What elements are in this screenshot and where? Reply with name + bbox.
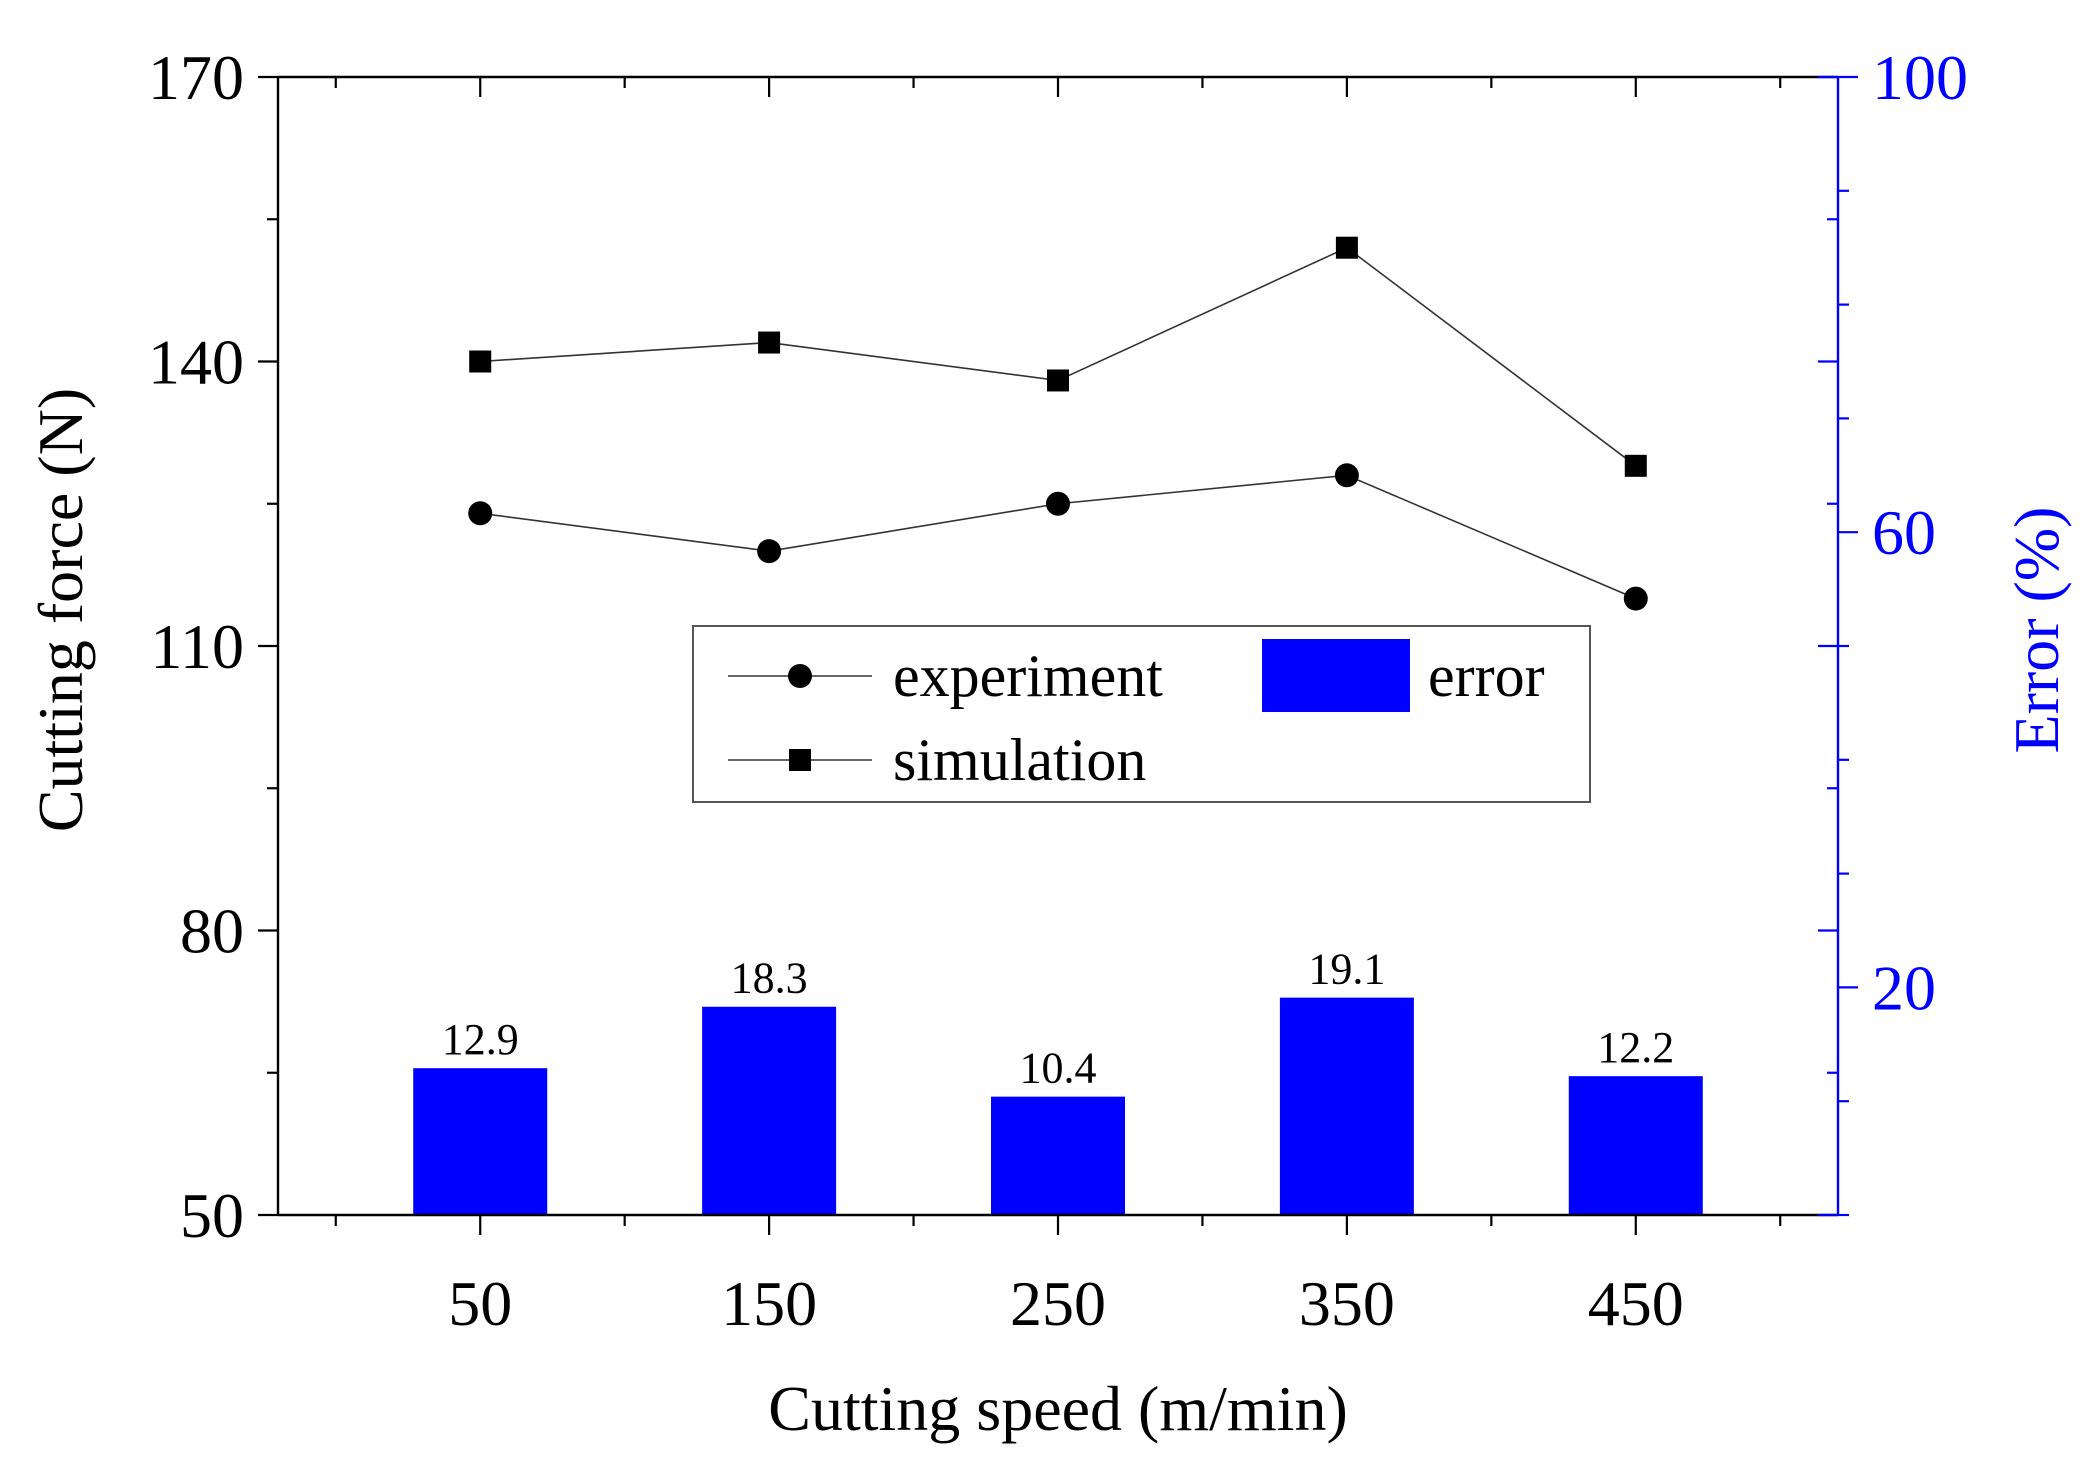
simulation-point-350 (1335, 236, 1358, 259)
simulation-point-50 (469, 350, 492, 373)
y2-tick-label-100: 100 (1872, 42, 1968, 113)
legend-simulation-marker (789, 749, 811, 771)
y-tick-label-170: 170 (148, 42, 244, 113)
experiment-point-250 (1046, 491, 1070, 516)
y-tick-label-80: 80 (180, 896, 244, 967)
x-axis-label: Cutting speed (m/min) (768, 1373, 1348, 1444)
y2-tick-label-20: 20 (1872, 952, 1936, 1023)
simulation-line (480, 246, 1637, 467)
y-tick-label-140: 140 (148, 327, 244, 398)
error-data-label-150: 18.3 (731, 954, 808, 1003)
y2-axis-label: Error (%) (2001, 507, 2072, 754)
x-tick-label-350: 350 (1299, 1268, 1395, 1339)
simulation-point-250 (1047, 369, 1069, 392)
y-tick-label-50: 50 (180, 1180, 244, 1251)
error-data-label-350: 19.1 (1308, 945, 1385, 994)
error-bar-250 (991, 1096, 1125, 1215)
error-bar-350 (1279, 997, 1414, 1215)
y-axis-label: Cutting force (N) (25, 388, 96, 832)
legend-error-swatch (1262, 639, 1410, 712)
legend-box (692, 625, 1591, 803)
experiment-point-350 (1334, 463, 1359, 488)
error-bar-450 (1568, 1076, 1703, 1215)
y-tick-label-110: 110 (150, 611, 244, 682)
error-data-label-450: 12.2 (1597, 1023, 1674, 1072)
force-lines (468, 236, 1648, 611)
experiment-point-150 (757, 539, 782, 564)
error-bar-150 (702, 1006, 837, 1215)
x-tick-label-150: 150 (721, 1268, 817, 1339)
legend-experiment-marker (788, 664, 812, 688)
x-tick-label-450: 450 (1588, 1268, 1684, 1339)
error-data-label-50: 12.9 (442, 1015, 519, 1064)
simulation-point-450 (1624, 454, 1647, 477)
error-data-label-250: 10.4 (1020, 1044, 1097, 1093)
experiment-point-450 (1623, 586, 1648, 611)
simulation-point-150 (758, 331, 781, 354)
legend: experiment simulation error (692, 625, 1591, 803)
experiment-point-50 (468, 501, 493, 526)
x-tick-label-50: 50 (448, 1268, 512, 1339)
x-tick-label-250: 250 (1010, 1268, 1106, 1339)
error-bars: 12.9 18.3 10.4 19.1 12.2 (413, 945, 1703, 1215)
legend-experiment-label: experiment (893, 643, 1163, 709)
y2-tick-label-60: 60 (1872, 497, 1936, 568)
ticks: 50 80 110 140 170 20 60 100 50 150 250 350 450 (148, 42, 1968, 1339)
error-bar-50 (413, 1068, 548, 1215)
legend-simulation-label: simulation (893, 727, 1146, 793)
legend-error-label: error (1428, 643, 1545, 709)
